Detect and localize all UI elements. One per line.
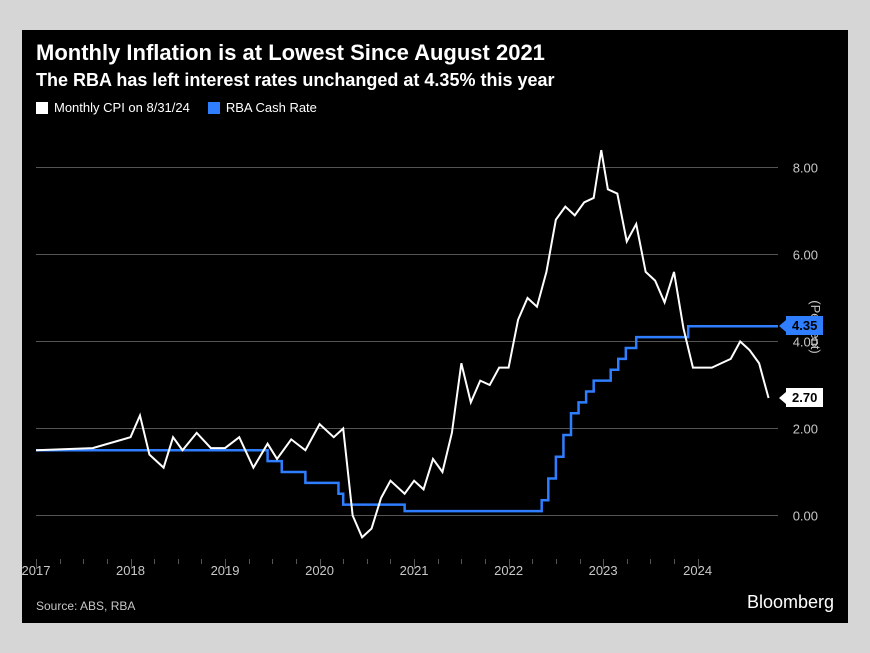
x-axis-labels: 20172018201920202021202220232024 bbox=[36, 563, 778, 581]
plot-area bbox=[36, 124, 778, 559]
legend-label-rba: RBA Cash Rate bbox=[226, 100, 317, 115]
source-line: Source: ABS, RBA bbox=[36, 599, 135, 613]
legend-label-cpi: Monthly CPI on 8/31/24 bbox=[54, 100, 190, 115]
legend: Monthly CPI on 8/31/24 RBA Cash Rate bbox=[36, 100, 317, 115]
legend-item-rba: RBA Cash Rate bbox=[208, 100, 317, 115]
legend-item-cpi: Monthly CPI on 8/31/24 bbox=[36, 100, 190, 115]
series-end-label-cpi: 2.70 bbox=[786, 388, 823, 407]
brand: Bloomberg bbox=[747, 592, 834, 613]
legend-swatch-cpi bbox=[36, 102, 48, 114]
x-axis-ticks bbox=[36, 559, 778, 565]
legend-swatch-rba bbox=[208, 102, 220, 114]
chart-subtitle: The RBA has left interest rates unchange… bbox=[36, 70, 555, 91]
chart-title: Monthly Inflation is at Lowest Since Aug… bbox=[36, 40, 545, 66]
chart-card: Monthly Inflation is at Lowest Since Aug… bbox=[22, 30, 848, 623]
series-end-label-rba: 4.35 bbox=[786, 316, 823, 335]
